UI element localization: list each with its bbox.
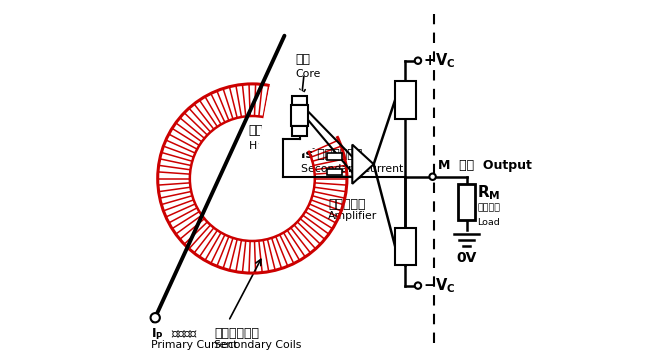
- Text: 运算放大器: 运算放大器: [328, 198, 366, 211]
- Bar: [292, 96, 307, 105]
- Text: $\mathbf{+V_C}$: $\mathbf{+V_C}$: [423, 51, 456, 70]
- Circle shape: [191, 117, 314, 240]
- Text: Secondary Current: Secondary Current: [301, 164, 404, 174]
- Circle shape: [415, 57, 421, 64]
- Bar: [292, 126, 307, 136]
- Text: 霍尔元件: 霍尔元件: [249, 125, 279, 137]
- Text: 磁芯: 磁芯: [295, 53, 310, 66]
- Circle shape: [430, 174, 436, 180]
- Circle shape: [415, 282, 421, 289]
- Polygon shape: [352, 145, 374, 184]
- Text: Secondary Coils: Secondary Coils: [214, 340, 301, 350]
- Text: Load: Load: [477, 218, 500, 227]
- Text: Core: Core: [295, 69, 320, 79]
- Text: M  输出  Output: M 输出 Output: [438, 160, 532, 172]
- Bar: [395, 81, 416, 119]
- Bar: [327, 169, 342, 175]
- Text: Primary Current: Primary Current: [151, 340, 238, 350]
- Text: 0V: 0V: [456, 251, 477, 265]
- Text: 测量电阻: 测量电阻: [477, 203, 500, 213]
- Text: Hall Elenent: Hall Elenent: [249, 141, 314, 151]
- Text: 副边补偿线圈: 副边补偿线圈: [214, 327, 259, 340]
- Text: Is 副边补偿电流: Is 副边补偿电流: [301, 149, 363, 161]
- Text: Amplifier: Amplifier: [328, 211, 378, 221]
- Bar: [327, 153, 342, 160]
- Bar: [458, 184, 475, 220]
- Text: $\mathbf{R_M}$: $\mathbf{R_M}$: [477, 183, 501, 202]
- Bar: [395, 228, 416, 265]
- Text: $\mathbf{-V_C}$: $\mathbf{-V_C}$: [423, 276, 456, 295]
- Circle shape: [150, 313, 160, 322]
- Text: $\mathbf{I_P}$  原边电流: $\mathbf{I_P}$ 原边电流: [151, 327, 199, 342]
- Bar: [291, 105, 308, 126]
- Wedge shape: [253, 80, 341, 178]
